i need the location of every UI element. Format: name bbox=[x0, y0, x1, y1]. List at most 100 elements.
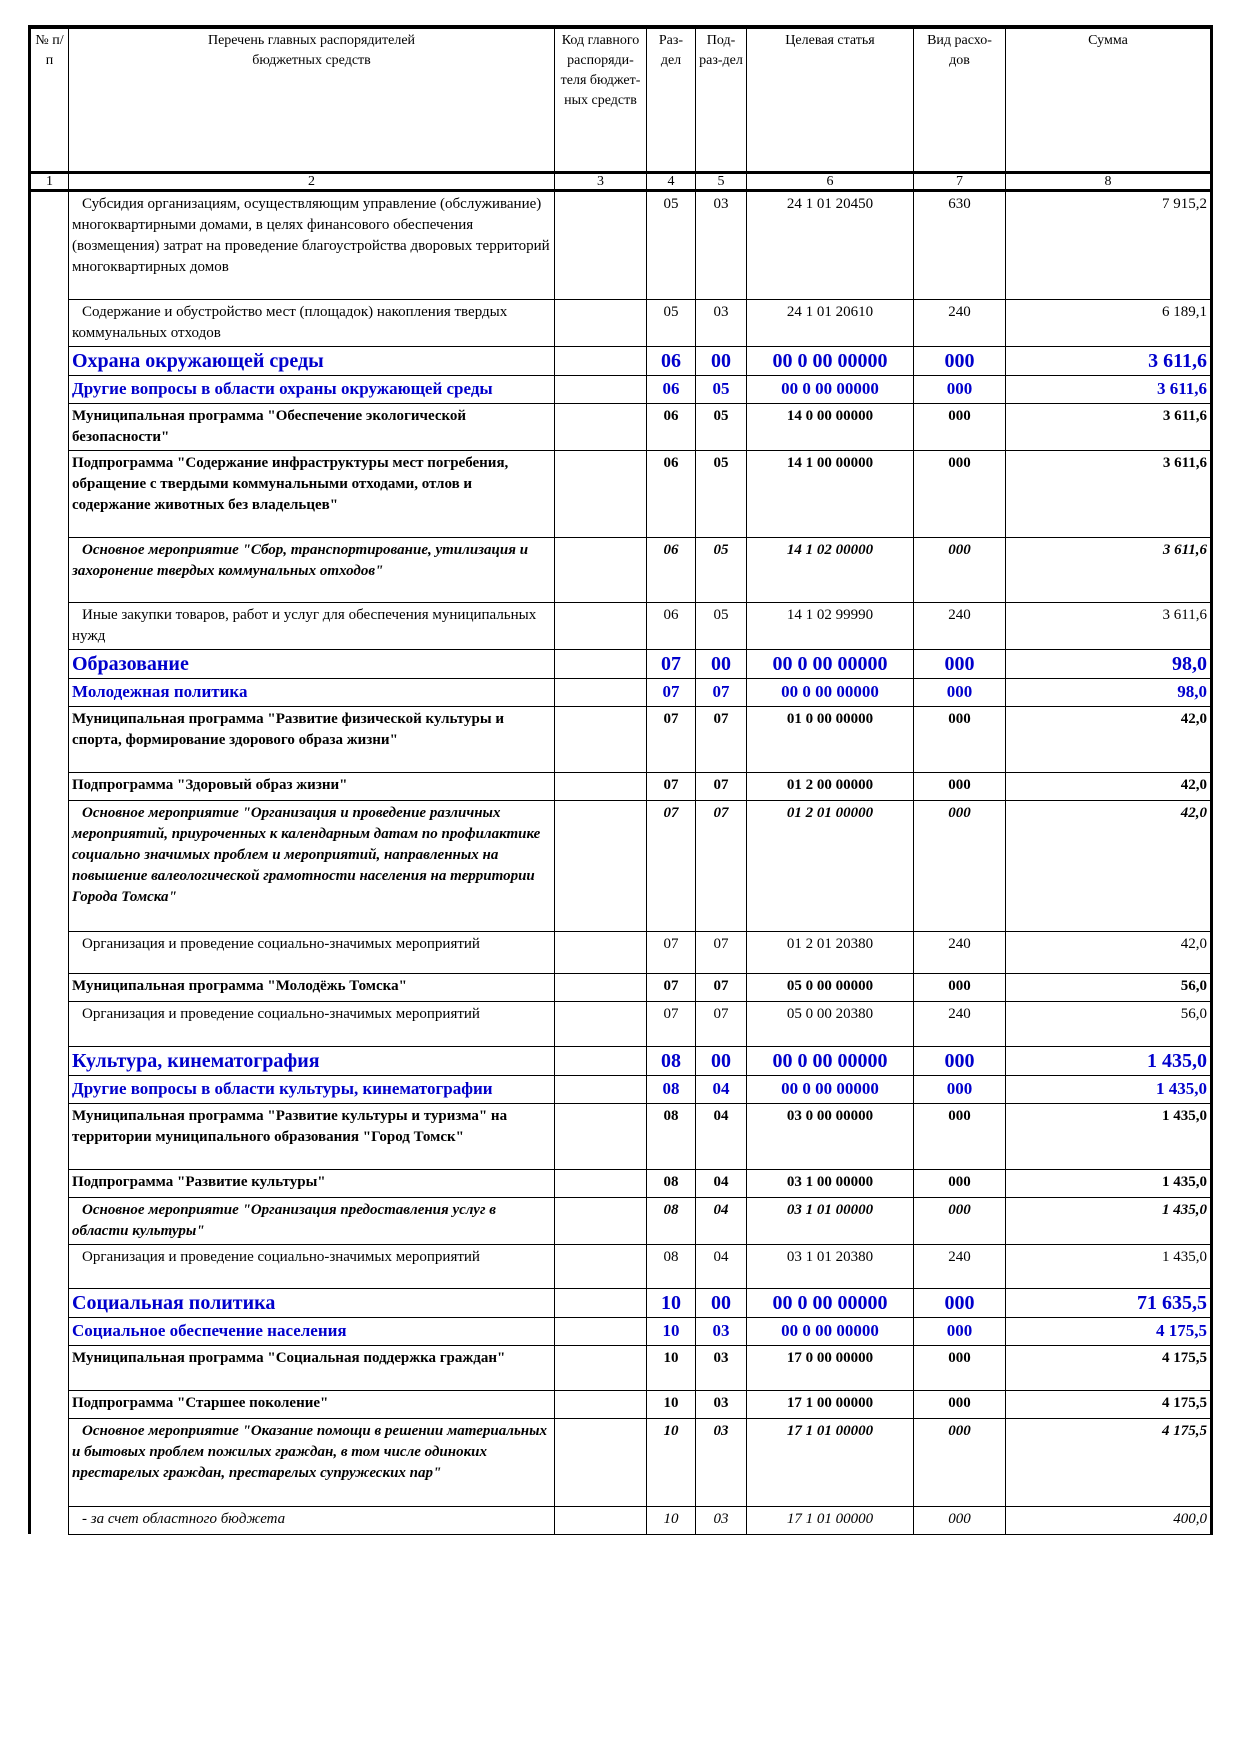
row-sum: 1 435,0 bbox=[1005, 1196, 1213, 1245]
row-podrazdel: 05 bbox=[695, 601, 747, 650]
row-name: Социальное обеспечение населения bbox=[68, 1316, 555, 1346]
row-razdel: 06 bbox=[646, 374, 696, 404]
row-code bbox=[554, 1000, 647, 1047]
colnum: 6 bbox=[746, 170, 914, 192]
row-razdel: 06 bbox=[646, 402, 696, 451]
row-sum: 7 915,2 bbox=[1005, 189, 1213, 300]
row-razdel: 06 bbox=[646, 345, 696, 376]
row-statya: 03 1 01 00000 bbox=[746, 1196, 914, 1245]
row-podrazdel: 03 bbox=[695, 1389, 747, 1419]
row-statya: 00 0 00 00000 bbox=[746, 648, 914, 679]
header-name: Перечень главных распорядителей бюджетны… bbox=[68, 25, 555, 173]
row-vid: 000 bbox=[913, 1344, 1006, 1391]
row-vid: 240 bbox=[913, 930, 1006, 974]
row-razdel: 07 bbox=[646, 799, 696, 932]
table-row: Основное мероприятие "Сбор, транспортиро… bbox=[28, 536, 1213, 603]
row-sum: 56,0 bbox=[1005, 972, 1213, 1002]
row-code bbox=[554, 1389, 647, 1419]
row-sum: 42,0 bbox=[1005, 799, 1213, 932]
table-row: Муниципальная программа "Молодёжь Томска… bbox=[28, 972, 1213, 1002]
row-name: Субсидия организациям, осуществляющим уп… bbox=[68, 189, 555, 300]
row-statya: 03 0 00 00000 bbox=[746, 1102, 914, 1170]
row-statya: 00 0 00 00000 bbox=[746, 1074, 914, 1104]
row-razdel: 05 bbox=[646, 189, 696, 300]
row-vid: 000 bbox=[913, 402, 1006, 451]
row-vid: 000 bbox=[913, 1287, 1006, 1318]
row-podrazdel: 05 bbox=[695, 402, 747, 451]
row-statya: 00 0 00 00000 bbox=[746, 374, 914, 404]
row-name: Основное мероприятие "Сбор, транспортиро… bbox=[68, 536, 555, 603]
row-podrazdel: 05 bbox=[695, 536, 747, 603]
row-code bbox=[554, 298, 647, 347]
row-vid: 630 bbox=[913, 189, 1006, 300]
row-statya: 01 2 01 20380 bbox=[746, 930, 914, 974]
row-code bbox=[554, 1287, 647, 1318]
row-razdel: 07 bbox=[646, 648, 696, 679]
row-number bbox=[28, 1197, 69, 1244]
table-row: Субсидия организациям, осуществляющим уп… bbox=[28, 189, 1213, 300]
row-podrazdel: 00 bbox=[695, 1045, 747, 1076]
header-sum: Сумма bbox=[1005, 25, 1213, 173]
row-statya: 03 1 00 00000 bbox=[746, 1168, 914, 1198]
row-vid: 000 bbox=[913, 1316, 1006, 1346]
row-name: Подпрограмма "Содержание инфраструктуры … bbox=[68, 449, 555, 538]
row-podrazdel: 04 bbox=[695, 1102, 747, 1170]
row-code bbox=[554, 1102, 647, 1170]
row-statya: 14 0 00 00000 bbox=[746, 402, 914, 451]
row-number bbox=[28, 931, 69, 973]
table-row: Подпрограмма "Здоровый образ жизни" 07 07 0… bbox=[28, 771, 1213, 801]
row-number bbox=[28, 678, 69, 706]
row-number bbox=[28, 1046, 69, 1075]
row-name: Культура, кинематография bbox=[68, 1045, 555, 1076]
row-number bbox=[28, 1506, 69, 1534]
colnum: 8 bbox=[1005, 170, 1213, 192]
row-podrazdel: 03 bbox=[695, 1417, 747, 1507]
row-vid: 000 bbox=[913, 705, 1006, 773]
row-name: Организация и проведение социально-значи… bbox=[68, 1243, 555, 1289]
row-razdel: 06 bbox=[646, 601, 696, 650]
row-sum: 3 611,6 bbox=[1005, 536, 1213, 603]
row-sum: 3 611,6 bbox=[1005, 402, 1213, 451]
row-code bbox=[554, 601, 647, 650]
row-razdel: 10 bbox=[646, 1389, 696, 1419]
table-row: - за счет областного бюджета 10 03 17 1 01 … bbox=[28, 1505, 1213, 1535]
row-code bbox=[554, 1168, 647, 1198]
row-name: - за счет областного бюджета bbox=[68, 1505, 555, 1535]
row-sum: 56,0 bbox=[1005, 1000, 1213, 1047]
row-name: Основное мероприятие "Организация и пров… bbox=[68, 799, 555, 932]
row-sum: 1 435,0 bbox=[1005, 1243, 1213, 1289]
row-vid: 000 bbox=[913, 648, 1006, 679]
header-code: Код главного распоряди-теля бюджет-ных с… bbox=[554, 25, 647, 173]
row-name: Муниципальная программа "Обеспечение эко… bbox=[68, 402, 555, 451]
table-row: Организация и проведение социально-значи… bbox=[28, 930, 1213, 974]
row-code bbox=[554, 1045, 647, 1076]
row-name: Социальная политика bbox=[68, 1287, 555, 1318]
header-podrazdel: Под-раз-дел bbox=[695, 25, 747, 173]
row-razdel: 08 bbox=[646, 1045, 696, 1076]
colnum: 4 bbox=[646, 170, 696, 192]
table-row: Подпрограмма "Развитие культуры" 08 04 03 1… bbox=[28, 1168, 1213, 1198]
row-number bbox=[28, 375, 69, 403]
row-sum: 98,0 bbox=[1005, 648, 1213, 679]
row-number bbox=[28, 649, 69, 678]
row-statya: 01 0 00 00000 bbox=[746, 705, 914, 773]
row-number bbox=[28, 706, 69, 772]
row-number bbox=[28, 1244, 69, 1288]
table-row: Образование 07 00 00 0 00 00000 000 98,0 bbox=[28, 648, 1213, 679]
row-statya: 17 0 00 00000 bbox=[746, 1344, 914, 1391]
row-name: Охрана окружающей среды bbox=[68, 345, 555, 376]
row-sum: 1 435,0 bbox=[1005, 1074, 1213, 1104]
row-name: Муниципальная программа "Развитие культу… bbox=[68, 1102, 555, 1170]
table-row: Муниципальная программа "Развитие культу… bbox=[28, 1102, 1213, 1170]
row-podrazdel: 03 bbox=[695, 1316, 747, 1346]
row-sum: 71 635,5 bbox=[1005, 1287, 1213, 1318]
row-vid: 000 bbox=[913, 449, 1006, 538]
row-number bbox=[28, 1075, 69, 1103]
row-code bbox=[554, 189, 647, 300]
row-podrazdel: 07 bbox=[695, 1000, 747, 1047]
row-razdel: 08 bbox=[646, 1168, 696, 1198]
row-vid: 000 bbox=[913, 677, 1006, 707]
row-code bbox=[554, 648, 647, 679]
table-row: Социальное обеспечение населения 10 03 00 0… bbox=[28, 1316, 1213, 1346]
row-razdel: 05 bbox=[646, 298, 696, 347]
